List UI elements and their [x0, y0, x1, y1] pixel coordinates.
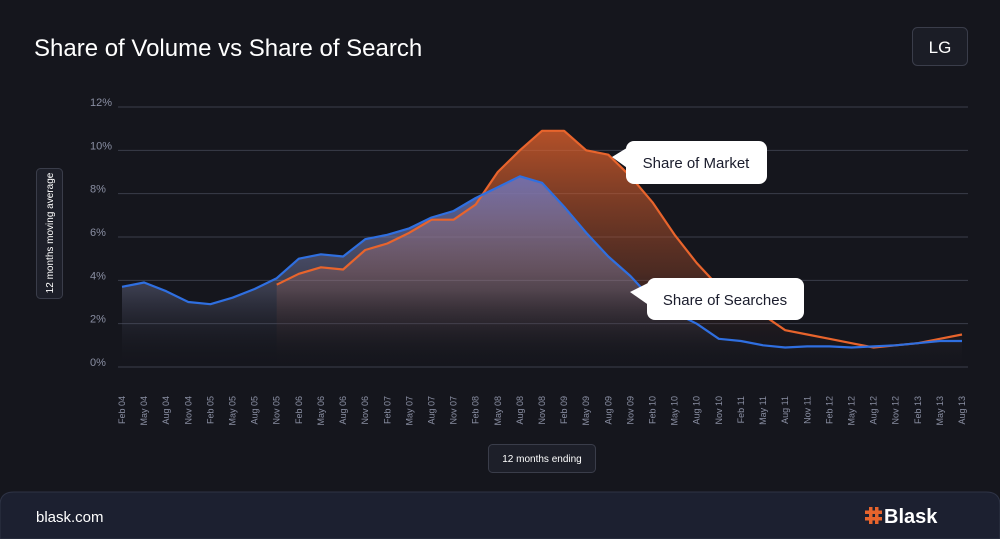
x-tick-label: Aug 07	[426, 396, 436, 425]
logo-icon	[865, 507, 882, 524]
x-tick-label: Feb 05	[205, 396, 215, 424]
footer	[0, 491, 1000, 539]
x-tick-label: Aug 06	[338, 396, 348, 425]
x-tick-label: Nov 07	[449, 396, 459, 425]
footer-logo: Blask	[884, 506, 938, 528]
badge-box	[912, 27, 968, 66]
x-tick-label: Nov 10	[714, 396, 724, 425]
callout-pointer	[612, 146, 630, 170]
x-tick-label: May 13	[935, 396, 945, 426]
series-line	[276, 129, 963, 349]
series-label: Share of Searches	[663, 292, 787, 309]
badge: LG	[929, 38, 952, 57]
x-tick-label: May 07	[404, 396, 414, 426]
x-axis-label: 12 months ending	[502, 454, 582, 465]
x-tick-label: Feb 09	[559, 396, 569, 424]
x-tick-label: May 04	[139, 396, 149, 426]
y-tick-label: 8%	[90, 184, 106, 196]
callout-pointer	[630, 282, 650, 306]
y-tick-label: 4%	[90, 270, 106, 282]
x-tick-label: Aug 11	[780, 396, 790, 424]
x-tick-label: Feb 11	[736, 396, 746, 423]
x-tick-label: Nov 12	[891, 396, 901, 425]
chart-title: Share of Volume vs Share of Search	[34, 35, 422, 62]
x-tick-label: Nov 04	[183, 396, 193, 425]
x-tick-label: Aug 13	[957, 396, 967, 425]
y-tick-label: 0%	[90, 357, 106, 369]
x-tick-label: Feb 06	[294, 396, 304, 424]
callout-box	[626, 141, 767, 184]
x-tick-label: Aug 09	[603, 396, 613, 425]
y-tick-label: 2%	[90, 314, 106, 326]
x-tick-label: May 08	[493, 396, 503, 426]
x-tick-label: Feb 07	[382, 396, 392, 424]
x-tick-label: Aug 12	[869, 396, 879, 425]
y-tick-label: 10%	[90, 140, 112, 152]
x-tick-label: Nov 08	[537, 396, 547, 425]
x-tick-label: May 12	[846, 396, 856, 426]
series-label: Share of Market	[643, 155, 751, 172]
y-label-box	[36, 168, 63, 299]
x-tick-label: Feb 08	[471, 396, 481, 424]
x-tick-label: May 11	[758, 396, 768, 425]
x-tick-label: Nov 06	[360, 396, 370, 425]
x-tick-label: May 10	[670, 396, 680, 426]
x-tick-label: May 09	[581, 396, 591, 426]
x-tick-label: Feb 12	[824, 396, 834, 424]
callout-box	[647, 278, 804, 320]
plot: 0% 2% 4% 6% 8% 10% 12% Feb 04 May 04 Aug 04 Nov 04…	[90, 97, 968, 426]
x-tick-label: May 06	[316, 396, 326, 426]
x-tick-label: Feb 13	[913, 396, 923, 424]
x-tick-label: Nov 11	[802, 396, 812, 424]
x-tick-label: Nov 09	[625, 396, 635, 425]
x-tick-label: Aug 10	[692, 396, 702, 425]
y-tick-label: 6%	[90, 227, 106, 239]
x-tick-label: Feb 10	[648, 396, 658, 424]
y-axis-label: 12 months moving average	[45, 172, 56, 293]
series-area	[122, 176, 962, 367]
x-label-box	[488, 444, 596, 473]
series-line	[121, 175, 962, 349]
x-tick-label: Feb 04	[117, 396, 127, 424]
x-tick-label: Nov 05	[272, 396, 282, 425]
x-tick-label: Aug 05	[250, 396, 260, 425]
y-tick-label: 12%	[90, 97, 112, 109]
x-tick-label: May 05	[228, 396, 238, 426]
footer-site: blask.com	[36, 509, 104, 526]
x-tick-label: Aug 08	[515, 396, 525, 425]
x-tick-label: Aug 04	[161, 396, 171, 425]
